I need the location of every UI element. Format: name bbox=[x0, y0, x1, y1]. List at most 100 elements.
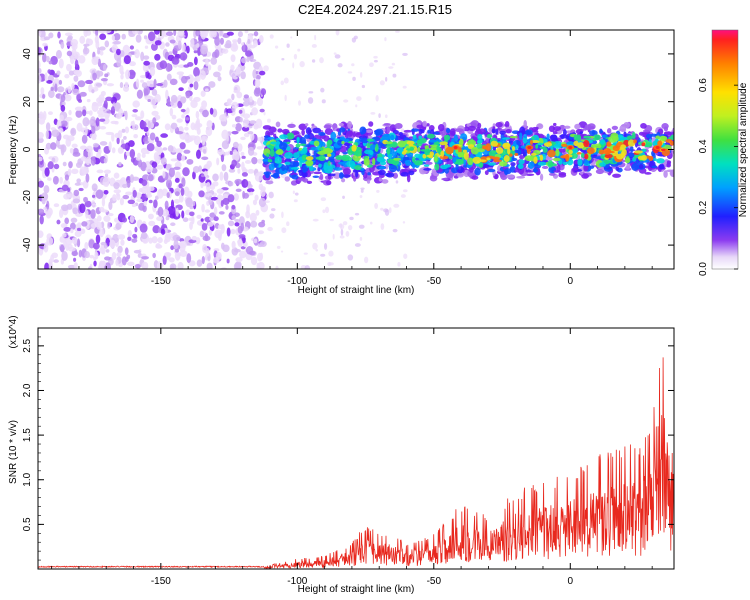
spectrogram-cell bbox=[177, 40, 182, 50]
spectrogram-cell bbox=[215, 251, 222, 260]
spectrogram-cell bbox=[177, 261, 184, 269]
spectrogram-cell bbox=[269, 34, 274, 39]
spectrogram-cell bbox=[224, 43, 232, 49]
spectrogram-cell bbox=[156, 82, 164, 87]
spectrogram-cell bbox=[339, 127, 346, 133]
spectrogram-cell bbox=[110, 106, 116, 116]
spectrogram-cell bbox=[397, 262, 401, 267]
spectrogram-cell bbox=[525, 173, 535, 177]
spectrogram-cell bbox=[210, 196, 219, 201]
spectrogram-cell bbox=[178, 240, 187, 249]
spectrogram-cell bbox=[170, 245, 175, 251]
spectrogram-cell bbox=[305, 156, 314, 161]
spectrogram-cell bbox=[378, 166, 386, 170]
spectrogram-cell bbox=[589, 165, 595, 169]
spectrogram-cell bbox=[80, 228, 86, 235]
spectrogram-cell bbox=[176, 118, 183, 123]
spectrogram-cell bbox=[359, 126, 367, 135]
spectrogram-cell bbox=[320, 197, 327, 202]
spectrogram-cell bbox=[79, 166, 87, 176]
spectrogram-cell bbox=[286, 146, 291, 151]
spectrogram-cell bbox=[312, 218, 319, 222]
spectrogram-cell bbox=[401, 156, 410, 161]
spectrogram-cell bbox=[255, 209, 260, 216]
spectrogram-cell bbox=[620, 144, 627, 150]
spectrogram-cell bbox=[141, 261, 149, 269]
spectrogram-cell bbox=[275, 265, 279, 269]
spectrogram-cell bbox=[568, 146, 573, 149]
spectrogram-cell bbox=[59, 244, 65, 253]
spectrogram-cell bbox=[355, 104, 358, 108]
spectrogram-cell bbox=[97, 148, 102, 155]
spectrogram-cell bbox=[533, 156, 538, 164]
spectrogram-cell bbox=[189, 221, 193, 230]
spectrogram-cell bbox=[467, 125, 477, 132]
spectrogram-cell bbox=[209, 107, 214, 115]
spectrogram-cell bbox=[237, 239, 243, 247]
spectrogram-cell bbox=[388, 164, 398, 173]
spectrogram-cell bbox=[420, 149, 427, 152]
spectrogram-cell bbox=[160, 228, 166, 235]
spectrogram-cell bbox=[43, 243, 49, 253]
spectrogram-cell bbox=[61, 184, 69, 192]
spectrogram-cell bbox=[477, 122, 482, 129]
spectrogram-cell bbox=[208, 195, 213, 206]
spectrogram-cell bbox=[97, 215, 102, 222]
spectrogram-cell bbox=[385, 77, 388, 82]
spectrogram-cell bbox=[244, 179, 248, 187]
spectrogram-cell bbox=[381, 133, 391, 141]
bottom-x-tick-label: 0 bbox=[567, 576, 573, 587]
spectrogram-cell bbox=[140, 51, 145, 62]
bottom-x-tick-label: -150 bbox=[151, 576, 171, 587]
spectrogram-cell bbox=[378, 177, 383, 182]
spectrogram-cell bbox=[292, 62, 295, 69]
spectrogram-cell bbox=[222, 244, 230, 253]
spectrogram-cell bbox=[73, 75, 79, 82]
spectrogram-cell bbox=[422, 120, 427, 127]
spectrogram-cell bbox=[426, 154, 433, 158]
spectrogram-cell bbox=[86, 38, 90, 44]
spectrogram-cell bbox=[337, 63, 343, 68]
spectrogram-cell bbox=[200, 174, 206, 178]
spectrogram-cell bbox=[174, 191, 180, 197]
spectrogram-cell bbox=[368, 150, 374, 156]
spectrogram-cell bbox=[141, 256, 149, 260]
spectrogram-cell bbox=[144, 45, 149, 49]
spectrogram-cell bbox=[305, 159, 314, 167]
spectrogram-cell bbox=[166, 99, 171, 107]
spectrogram-cell bbox=[76, 227, 82, 232]
spectrogram-cell bbox=[259, 252, 264, 261]
spectrogram-cell bbox=[467, 157, 474, 166]
spectrogram-cell bbox=[246, 204, 250, 214]
spectrogram-cell bbox=[217, 76, 222, 82]
spectrogram-cell bbox=[182, 217, 189, 223]
spectrogram-cell bbox=[67, 35, 73, 40]
spectrogram-cell bbox=[45, 55, 50, 63]
spectrogram-cell bbox=[634, 150, 643, 154]
snr-frame bbox=[37, 327, 675, 570]
spectrogram-cell bbox=[233, 193, 239, 201]
spectrogram-cell bbox=[182, 136, 189, 140]
spectrogram-cell bbox=[143, 200, 148, 207]
spectrogram-cell bbox=[38, 208, 45, 215]
spectrogram-cell bbox=[380, 207, 384, 211]
spectrogram-cell bbox=[539, 173, 544, 181]
spectrogram-cell bbox=[297, 48, 301, 52]
spectrogram-cell bbox=[256, 266, 263, 269]
spectrogram-cell bbox=[122, 44, 130, 55]
spectrogram-cell bbox=[423, 168, 432, 171]
spectrogram-cell bbox=[181, 114, 185, 119]
spectrogram-cell bbox=[85, 79, 94, 85]
spectrogram-cell bbox=[50, 142, 57, 150]
spectrogram-cell bbox=[370, 112, 376, 115]
spectrogram-cell bbox=[612, 145, 620, 152]
spectrogram-cell bbox=[378, 141, 383, 149]
spectrogram-cell bbox=[139, 223, 148, 233]
spectrogram-cell bbox=[56, 219, 61, 225]
spectrogram-cell bbox=[644, 172, 652, 175]
spectrogram-cell bbox=[391, 62, 396, 66]
spectrogram-cell bbox=[228, 181, 234, 187]
spectrogram-cell bbox=[368, 121, 374, 127]
spectrogram-cell bbox=[280, 250, 284, 253]
spectrogram-cell bbox=[242, 113, 251, 119]
